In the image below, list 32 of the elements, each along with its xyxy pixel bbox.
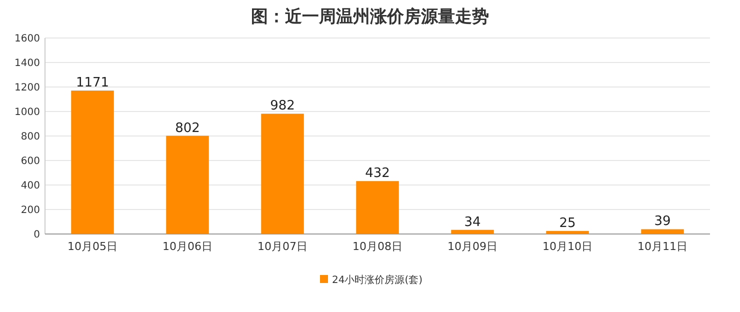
x-tick-label: 10月05日 <box>68 240 118 253</box>
legend-label: 24小时涨价房源(套) <box>332 274 423 286</box>
bar <box>71 90 114 234</box>
data-label: 1171 <box>76 76 110 91</box>
y-tick-label: 1400 <box>14 58 40 69</box>
x-tick-label: 10月10日 <box>542 240 592 253</box>
y-tick-label: 0 <box>34 230 40 240</box>
y-tick-label: 1000 <box>14 107 40 118</box>
bar <box>166 136 209 234</box>
data-label: 39 <box>654 214 671 230</box>
chart-title: 图：近一周温州涨价房源量走势 <box>251 7 489 27</box>
y-tick-label: 600 <box>20 156 40 167</box>
y-tick-label: 400 <box>20 180 40 192</box>
bar <box>261 114 304 234</box>
data-label: 432 <box>365 166 390 182</box>
bar <box>451 230 494 234</box>
bar <box>641 229 684 234</box>
x-tick-label: 10月11日 <box>638 240 688 253</box>
y-tick-label: 800 <box>20 132 40 142</box>
x-tick-label: 10月08日 <box>352 240 402 253</box>
x-tick-label: 10月07日 <box>258 240 308 253</box>
x-tick-label: 10月06日 <box>162 240 212 253</box>
data-label: 802 <box>175 120 200 136</box>
data-label: 982 <box>270 98 295 114</box>
bar <box>546 230 589 234</box>
bar <box>356 181 399 234</box>
y-tick-label: 1600 <box>14 34 40 44</box>
data-label: 25 <box>559 216 576 231</box>
data-label: 34 <box>464 214 481 230</box>
x-tick-label: 10月09日 <box>448 240 498 253</box>
y-tick-label: 200 <box>20 205 40 216</box>
y-tick-label: 1200 <box>14 82 40 94</box>
